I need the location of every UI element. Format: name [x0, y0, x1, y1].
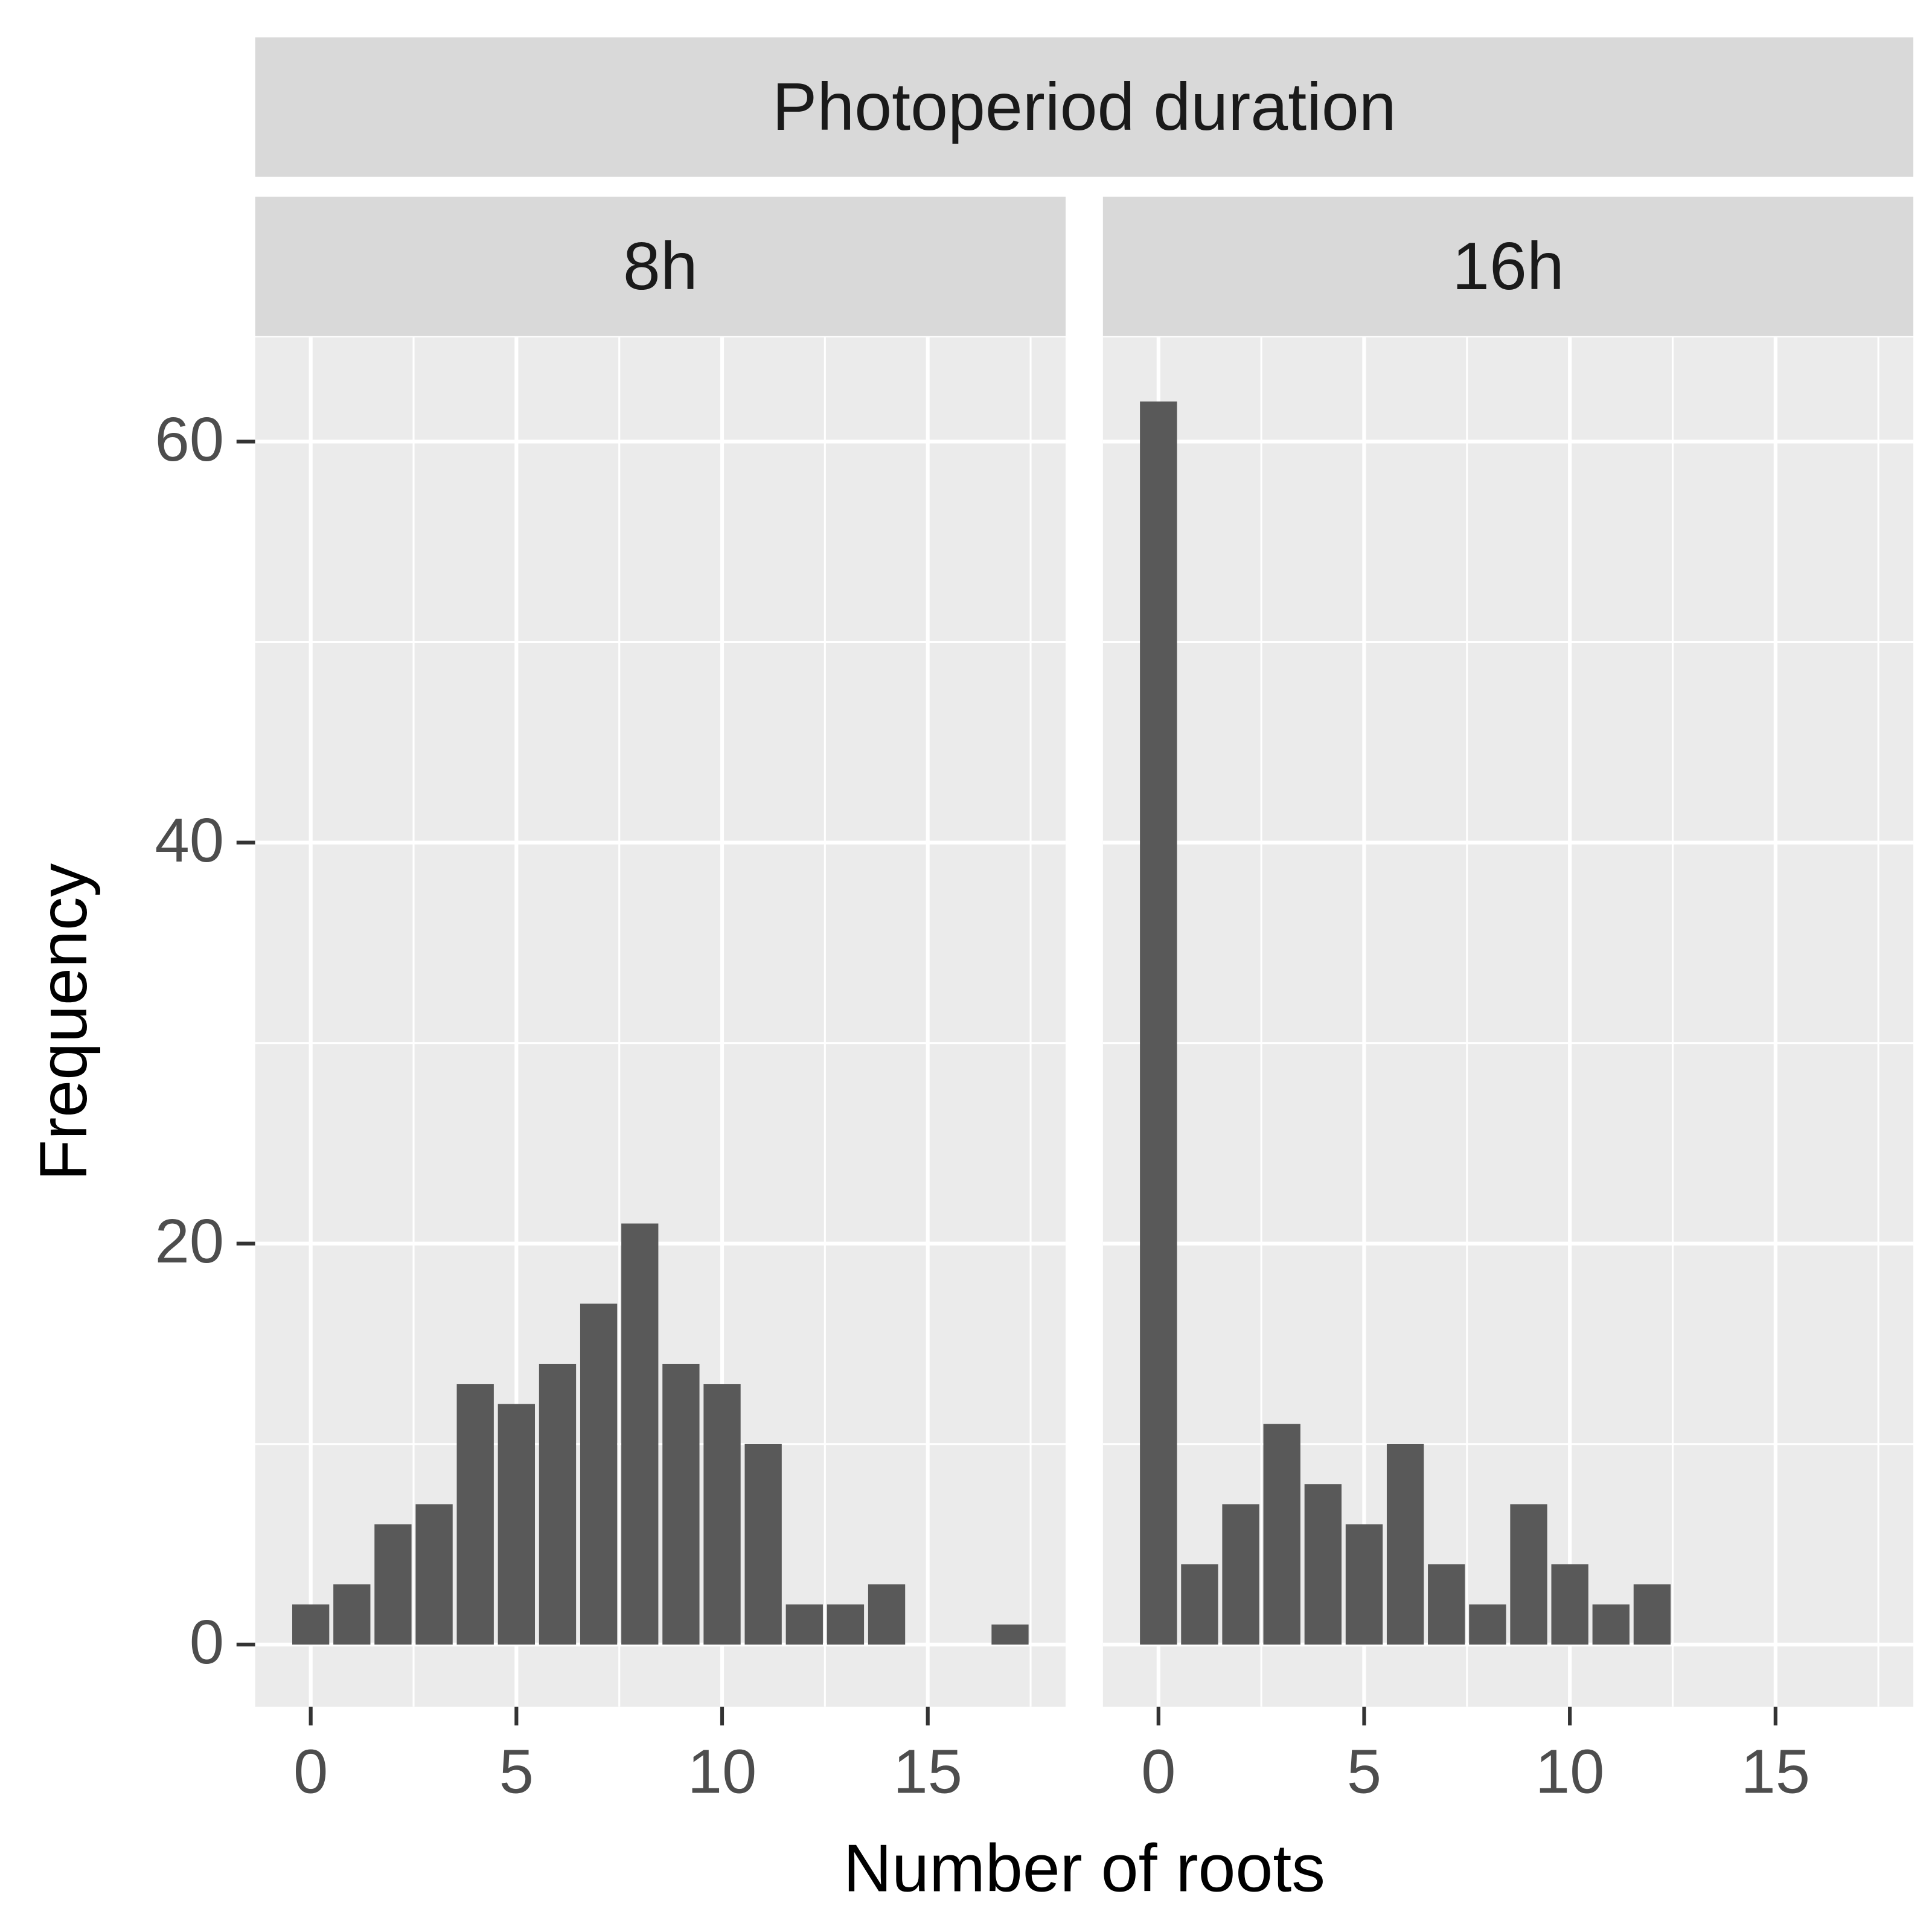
chart-title: Photoperiod duration — [772, 69, 1396, 144]
bar — [1304, 1484, 1342, 1645]
bar — [415, 1504, 453, 1645]
panel-background — [1102, 337, 1914, 1707]
bar — [497, 1404, 536, 1645]
x-axis-label: Number of roots — [843, 1830, 1325, 1905]
y-tick-label: 40 — [155, 805, 224, 875]
bar — [744, 1444, 782, 1645]
x-tick-label: 0 — [293, 1737, 328, 1806]
bar — [292, 1604, 330, 1645]
y-tick-label: 20 — [155, 1206, 224, 1276]
y-tick-label: 0 — [190, 1607, 224, 1677]
bar — [1551, 1564, 1588, 1645]
bar — [1345, 1524, 1383, 1645]
facet-label: 8h — [623, 228, 698, 304]
x-tick-label: 5 — [1347, 1737, 1381, 1806]
bar — [703, 1384, 741, 1645]
x-tick-label: 15 — [1741, 1737, 1810, 1806]
bar — [1469, 1604, 1506, 1645]
bar — [456, 1384, 494, 1645]
bar — [1592, 1604, 1630, 1645]
title-strip — [255, 37, 1914, 177]
y-tick-label: 60 — [155, 405, 224, 474]
facet-label: 16h — [1452, 228, 1564, 304]
bar — [1633, 1584, 1671, 1645]
x-tick-label: 10 — [1535, 1737, 1605, 1806]
bar — [1181, 1564, 1218, 1645]
bar — [333, 1584, 371, 1645]
bar — [1428, 1564, 1465, 1645]
facet-strip — [255, 196, 1066, 336]
bar — [827, 1604, 865, 1645]
bar — [580, 1303, 618, 1645]
panel-background — [255, 337, 1066, 1707]
x-tick-label: 15 — [893, 1737, 962, 1806]
x-tick-label: 0 — [1141, 1737, 1176, 1806]
x-tick-label: 10 — [688, 1737, 757, 1806]
bar — [662, 1363, 700, 1645]
bar — [374, 1524, 412, 1645]
bar — [1140, 401, 1177, 1645]
bar — [868, 1584, 906, 1645]
bar — [1510, 1504, 1547, 1645]
bar — [1222, 1504, 1259, 1645]
x-tick-label: 5 — [499, 1737, 534, 1806]
bar — [785, 1604, 823, 1645]
bar — [1386, 1444, 1424, 1645]
y-axis-label: Frequency — [25, 863, 101, 1180]
facet-strip — [1102, 196, 1914, 336]
bar — [539, 1363, 577, 1645]
bar — [1263, 1424, 1300, 1645]
bar — [621, 1223, 659, 1645]
bar — [991, 1624, 1029, 1645]
